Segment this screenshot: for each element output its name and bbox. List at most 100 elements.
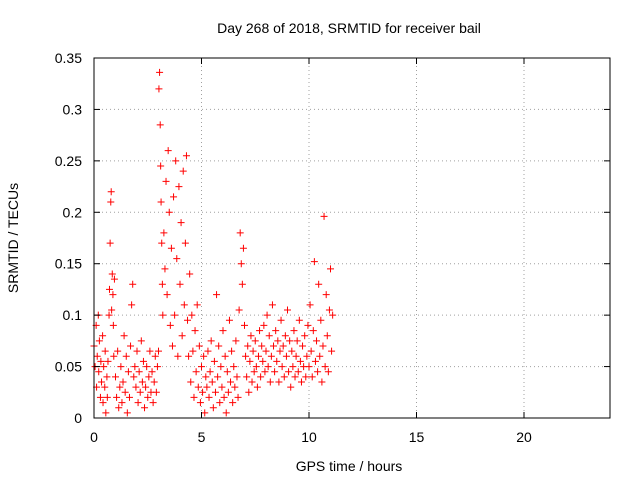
data-point [108, 306, 116, 314]
data-point [135, 368, 143, 376]
data-point [149, 399, 157, 407]
data-point [235, 306, 243, 314]
data-point [186, 270, 194, 278]
data-point [161, 265, 169, 273]
data-point [105, 311, 113, 319]
data-point [245, 388, 253, 396]
data-point [251, 337, 259, 345]
data-point [260, 321, 268, 329]
data-point [261, 368, 269, 376]
data-point [214, 373, 222, 381]
data-point [150, 378, 158, 386]
data-point [256, 327, 264, 335]
data-point [243, 373, 251, 381]
data-point [174, 352, 182, 360]
data-point [127, 342, 135, 350]
data-point [295, 316, 303, 324]
data-point [223, 368, 231, 376]
data-point [275, 378, 283, 386]
data-point [104, 357, 112, 365]
axis-ticks: 0 5 10 15 20 0 0.05 0.1 0.15 0.2 0.25 0.3 0.35 [55, 50, 610, 445]
data-point [317, 316, 325, 324]
data-point [206, 368, 214, 376]
data-point [155, 85, 163, 93]
data-point [231, 383, 239, 391]
data-point [157, 198, 165, 206]
data-point [296, 357, 304, 365]
data-points [90, 68, 337, 417]
data-point [155, 347, 162, 355]
data-point [103, 373, 111, 381]
data-point [109, 321, 117, 329]
data-point [110, 352, 118, 360]
data-point [313, 337, 321, 345]
data-point [237, 260, 245, 268]
data-point [302, 373, 310, 381]
data-point [195, 342, 203, 350]
data-point [158, 280, 166, 288]
y-axis-label: SRMTID / TECUs [5, 183, 21, 293]
data-point [107, 188, 115, 196]
data-point [123, 409, 131, 417]
data-point [307, 347, 315, 355]
data-point [273, 357, 281, 365]
x-tick-label: 15 [409, 429, 425, 445]
x-axis-label: GPS time / hours [296, 458, 403, 474]
data-point [113, 393, 121, 401]
data-point [158, 239, 166, 247]
data-point [281, 332, 289, 340]
data-point [202, 373, 210, 381]
data-point [119, 378, 127, 386]
data-point [152, 388, 160, 396]
data-point [188, 311, 196, 319]
data-point [199, 388, 207, 396]
data-point [198, 363, 205, 371]
data-point [321, 363, 329, 371]
data-point [142, 383, 150, 391]
data-point [232, 337, 240, 345]
data-point [287, 383, 295, 391]
data-point [263, 311, 271, 319]
data-point [99, 399, 107, 407]
data-point [208, 378, 216, 386]
data-point [248, 378, 256, 386]
data-point [224, 388, 232, 396]
data-point [159, 311, 167, 319]
data-point [99, 332, 107, 340]
data-point [319, 342, 327, 350]
data-point [284, 306, 291, 314]
data-point [184, 316, 192, 324]
grid [94, 58, 610, 418]
data-point [176, 280, 184, 288]
data-point [264, 363, 272, 371]
data-point [276, 347, 284, 355]
data-point [278, 363, 286, 371]
y-tick-label: 0.15 [55, 256, 82, 272]
data-point [144, 393, 152, 401]
data-point [238, 280, 246, 288]
data-point [98, 378, 106, 386]
data-point [216, 399, 224, 407]
data-point [291, 373, 299, 381]
data-point [274, 337, 282, 345]
data-point [309, 327, 317, 335]
data-point [107, 198, 115, 206]
data-point [225, 316, 233, 324]
y-tick-label: 0.3 [63, 101, 83, 117]
data-point [218, 383, 226, 391]
data-point [193, 301, 201, 309]
y-tick-label: 0.25 [55, 153, 82, 169]
data-point [95, 368, 103, 376]
data-point [160, 229, 168, 237]
data-point [259, 357, 267, 365]
data-point [209, 404, 217, 412]
data-point [146, 347, 154, 355]
data-point [315, 280, 323, 288]
data-point [192, 368, 200, 376]
data-point [262, 347, 270, 355]
data-point [103, 393, 111, 401]
data-point [325, 306, 333, 314]
data-point [156, 121, 164, 129]
data-point [241, 321, 248, 329]
data-point [121, 388, 129, 396]
